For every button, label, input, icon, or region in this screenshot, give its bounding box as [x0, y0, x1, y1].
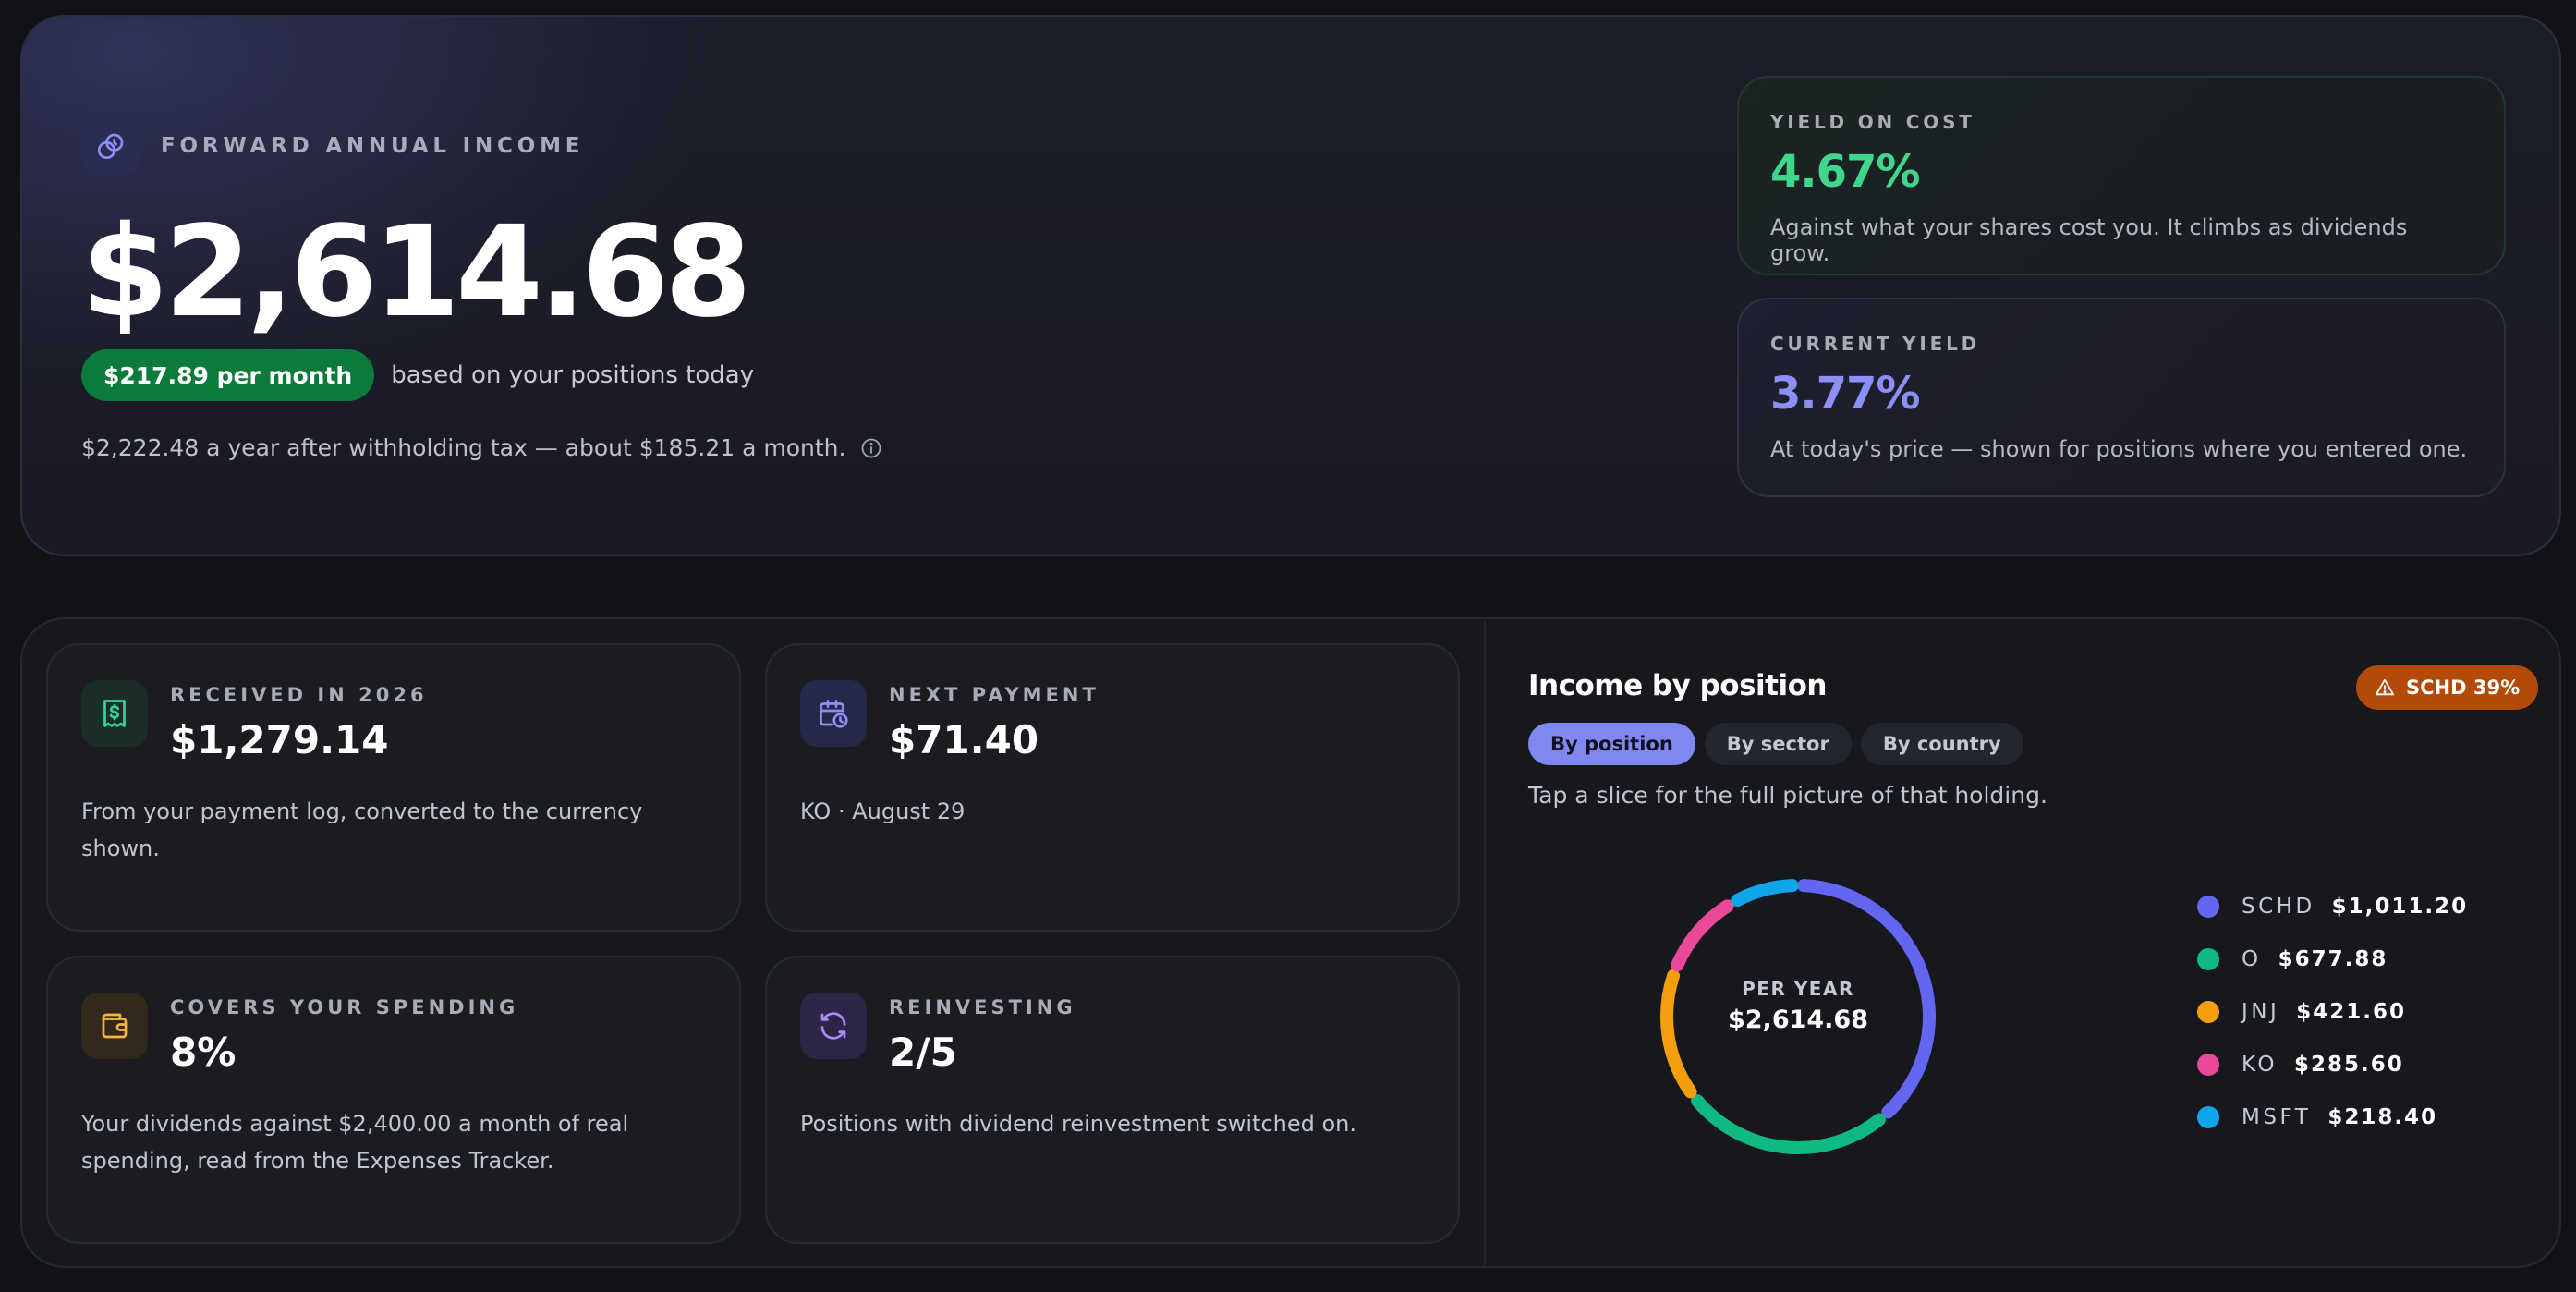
legend-ticker: MSFT [2242, 1104, 2312, 1129]
current-yield-value: 3.77% [1770, 368, 1921, 420]
legend-ticker: O [2242, 946, 2262, 971]
donut-slice-jnj[interactable] [1660, 969, 1697, 1099]
legend-dot [2197, 895, 2219, 918]
legend-dot [2197, 1105, 2219, 1128]
concentration-alert-badge[interactable]: SCHD 39% [2356, 665, 2539, 710]
next-payment-value: $71.40 [889, 717, 1039, 762]
current-yield-description: At today's price — shown for positions w… [1770, 436, 2468, 462]
legend-item-o[interactable]: O $677.88 [2197, 932, 2468, 985]
income-donut-chart [1660, 879, 1936, 1154]
warning-icon [2375, 678, 2395, 696]
legend-dot [2197, 1053, 2219, 1076]
donut-center-value: $2,614.68 [1727, 1006, 1869, 1034]
legend-amount: $677.88 [2278, 946, 2388, 971]
tab-by-position[interactable]: By position [1528, 723, 1695, 765]
reinvesting-label: REINVESTING [889, 996, 1076, 1018]
info-icon[interactable] [860, 437, 882, 459]
hero-label-row: FORWARD ANNUAL INCOME [81, 116, 584, 176]
receipt-dollar-icon [81, 680, 148, 747]
donut-slice-msft[interactable] [1731, 879, 1799, 908]
next-payment-label: NEXT PAYMENT [889, 684, 1100, 706]
chart-hint: Tap a slice for the full picture of that… [1528, 782, 2047, 809]
legend-amount: $1,011.20 [2331, 894, 2469, 919]
monthly-note: based on your positions today [391, 361, 755, 389]
reinvesting-card: REINVESTING 2/5 Positions with dividend … [765, 956, 1460, 1244]
income-details-panel: RECEIVED IN 2026 $1,279.14 From your pay… [20, 617, 2561, 1268]
yield-on-cost-description: Against what your shares cost you. It cl… [1770, 214, 2408, 266]
spending-label: COVERS YOUR SPENDING [170, 996, 519, 1018]
wallet-icon [81, 993, 148, 1059]
current-yield-card: CURRENT YIELD 3.77% At today's price — s… [1737, 298, 2506, 497]
tab-by-country[interactable]: By country [1860, 723, 2023, 765]
legend-dot [2197, 1000, 2219, 1023]
spending-value: 8% [170, 1030, 237, 1075]
after-tax-text: $2,222.48 a year after withholding tax —… [81, 434, 846, 461]
breakdown-tabs: By position By sector By country [1528, 723, 2033, 765]
legend-item-msft[interactable]: MSFT $218.40 [2197, 1091, 2468, 1143]
calendar-clock-icon [800, 680, 867, 747]
donut-slice-o[interactable] [1691, 1094, 1886, 1154]
hero-monthly-row: $217.89 per month based on your position… [81, 349, 754, 401]
spending-card: COVERS YOUR SPENDING 8% Your dividends a… [46, 956, 741, 1244]
legend-amount: $285.60 [2293, 1052, 2404, 1077]
received-description: From your payment log, converted to the … [81, 798, 643, 861]
tab-by-sector[interactable]: By sector [1704, 723, 1852, 765]
coins-icon [81, 116, 140, 176]
reinvesting-description: Positions with dividend reinvestment swi… [800, 1111, 1357, 1137]
legend-ticker: JNJ [2242, 999, 2280, 1024]
legend-ticker: KO [2242, 1052, 2278, 1077]
donut-slice-schd[interactable] [1797, 879, 1936, 1119]
yield-on-cost-value: 4.67% [1770, 146, 1921, 198]
legend-item-jnj[interactable]: JNJ $421.60 [2197, 985, 2468, 1038]
forward-income-amount: $2,614.68 [81, 200, 752, 346]
donut-center: PER YEAR $2,614.68 [1641, 978, 1955, 1034]
received-label: RECEIVED IN 2026 [170, 684, 428, 706]
chart-legend: SCHD $1,011.20 O $677.88 JNJ $421.60 KO $285.60… [2197, 880, 2468, 1143]
legend-dot [2197, 947, 2219, 970]
received-card: RECEIVED IN 2026 $1,279.14 From your pay… [46, 643, 741, 932]
panel-divider [1484, 621, 1486, 1266]
after-tax-row: $2,222.48 a year after withholding tax —… [81, 434, 882, 461]
donut-center-label: PER YEAR [1742, 978, 1854, 1000]
legend-item-ko[interactable]: KO $285.60 [2197, 1038, 2468, 1091]
hero-label: FORWARD ANNUAL INCOME [161, 134, 585, 158]
forward-income-hero: FORWARD ANNUAL INCOME $2,614.68 $217.89 … [20, 15, 2561, 556]
legend-item-schd[interactable]: SCHD $1,011.20 [2197, 880, 2468, 932]
current-yield-label: CURRENT YIELD [1770, 333, 1981, 355]
reinvesting-value: 2/5 [889, 1030, 957, 1075]
yield-on-cost-card: YIELD ON COST 4.67% Against what your sh… [1737, 76, 2506, 275]
legend-ticker: SCHD [2242, 894, 2315, 919]
legend-amount: $218.40 [2327, 1104, 2438, 1129]
concentration-alert-text: SCHD 39% [2406, 676, 2521, 699]
next-payment-description: KO · August 29 [800, 798, 966, 824]
monthly-income-badge: $217.89 per month [81, 349, 375, 401]
income-chart-title: Income by position [1528, 669, 1827, 702]
spending-description: Your dividends against $2,400.00 a month… [81, 1111, 629, 1174]
yield-on-cost-label: YIELD ON COST [1770, 111, 1975, 133]
refresh-icon [800, 993, 867, 1059]
legend-amount: $421.60 [2296, 999, 2407, 1024]
next-payment-card: NEXT PAYMENT $71.40 KO · August 29 [765, 643, 1460, 932]
received-value: $1,279.14 [170, 717, 389, 762]
donut-slice-ko[interactable] [1671, 899, 1734, 972]
